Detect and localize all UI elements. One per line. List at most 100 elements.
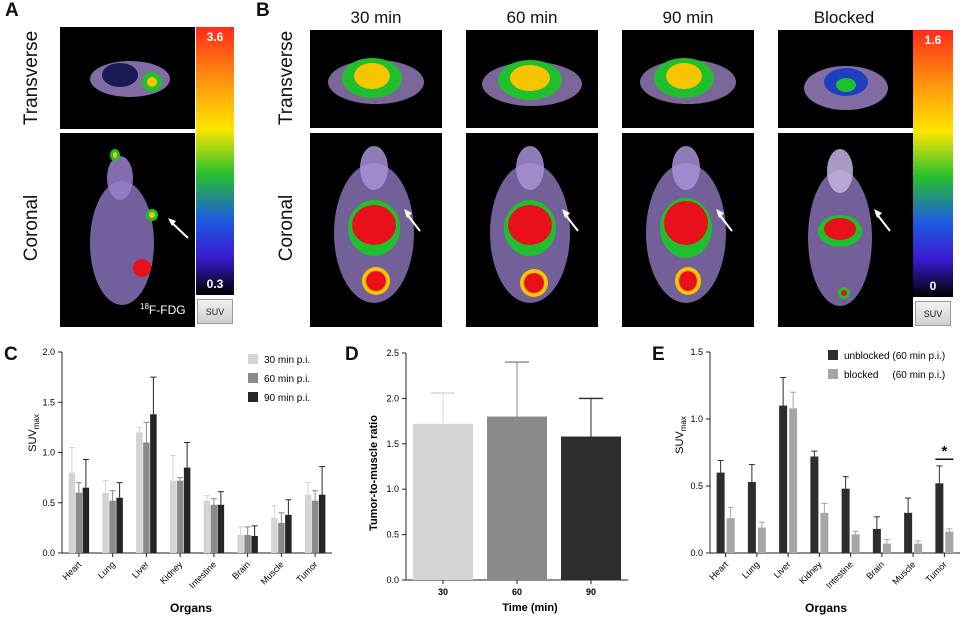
chart-c-bar xyxy=(210,504,218,553)
chart-c-ytick-label: 0.5 xyxy=(42,498,55,508)
scale-max: 1.6 xyxy=(924,33,942,47)
chart-e-bar xyxy=(820,512,829,553)
chart-c-bar xyxy=(285,514,292,553)
chart-e-category-label: Liver xyxy=(772,559,793,580)
chart-e-bar xyxy=(872,528,881,553)
chart-e-xlabel: Organs xyxy=(805,601,847,615)
transverse-30-image xyxy=(310,30,442,128)
transverse-90-image xyxy=(622,30,754,128)
chart-e-category-label: Brain xyxy=(864,559,886,581)
chart-c-bar xyxy=(143,442,150,553)
chart-d-ytick-label: 0.0 xyxy=(386,575,399,585)
chart-c-bar xyxy=(169,480,177,553)
coronal-60-graphic xyxy=(490,146,579,303)
fdg-coronal-graphic xyxy=(90,149,189,305)
coronal-blocked-graphic xyxy=(808,149,891,306)
chart-d-ylabel: Tumor-to-muscle ratio xyxy=(368,415,380,531)
chart-c-bar xyxy=(203,500,211,553)
chart-c-category-label: Brain xyxy=(230,559,252,581)
fdg-coronal-image xyxy=(60,133,195,327)
chart-e-bars: Heart Lung Liver Kidney Intestine Brain Muscle… xyxy=(707,376,954,590)
suv-button-a[interactable]: SUV xyxy=(197,299,233,324)
chart-e-legend: unblocked (60 min p.i.) blocked (60 min p… xyxy=(828,350,945,381)
chart-c-bar xyxy=(75,492,83,553)
chart-c-bar xyxy=(109,500,116,553)
chart-e-category-label: Kidney xyxy=(797,559,824,586)
chart-e-bar xyxy=(810,456,819,553)
chart-c-legend-swatch xyxy=(248,392,258,402)
panel-label-b: B xyxy=(256,0,270,21)
chart-e-bar xyxy=(757,527,766,553)
panel-label-a: A xyxy=(5,0,19,21)
suv-button-b[interactable]: SUV xyxy=(915,301,951,326)
chart-c-category-label: Lung xyxy=(96,559,117,580)
panel-label-d: D xyxy=(345,344,359,365)
chart-e-significance-star: * xyxy=(941,443,947,460)
chart-e-category-label: Tumor xyxy=(924,559,949,584)
chart-c-bar xyxy=(278,522,285,553)
chart-c-xlabel: Organs xyxy=(170,601,212,615)
scale-colorbar: 1.6 0 xyxy=(913,30,953,297)
chart-c-ytick-label: 1.0 xyxy=(42,448,55,458)
chart-c-ylabel-main: SUV xyxy=(27,429,39,452)
view-label-coronal-b: Coronal xyxy=(276,194,297,262)
chart-c-suvmax-time: 0.0 0.5 1.0 1.5 2.0 Heart Lung Liver Kidney Inte… xyxy=(27,347,332,615)
chart-e-category-label: Heart xyxy=(707,559,730,582)
chart-c-ylabel-sub: max xyxy=(32,414,41,429)
chart-e-bar xyxy=(945,531,954,553)
chart-c-category-label: Tumor xyxy=(294,559,319,584)
chart-d-ratio: 0.0 0.5 1.0 1.5 2.0 2.5 30 60 90 Tumor-to-muscl… xyxy=(368,348,628,614)
chart-c-category-label: Intestine xyxy=(187,559,218,590)
chart-d-bar xyxy=(487,416,547,580)
chart-e-bar xyxy=(726,518,735,553)
coronal-90-image xyxy=(622,133,754,327)
transverse-blocked-image xyxy=(778,30,913,128)
chart-c-bar xyxy=(244,534,251,553)
chart-d-category-label: 30 xyxy=(438,587,448,597)
chart-e-ytick-label: 1.0 xyxy=(690,414,703,424)
chart-c-bar xyxy=(68,472,76,553)
chart-e-ytick-label: 0.0 xyxy=(690,548,703,558)
chart-d-bar xyxy=(561,436,621,580)
chart-c-ytick-label: 0.0 xyxy=(42,548,55,558)
coronal-blocked-image xyxy=(778,133,913,327)
chart-c-ytick-label: 2.0 xyxy=(42,347,55,357)
coronal-30-graphic xyxy=(334,146,421,303)
chart-c-category-label: Kidney xyxy=(158,559,185,586)
chart-e-category-label: Lung xyxy=(740,559,761,580)
chart-d-ytick-label: 2.0 xyxy=(386,393,399,403)
chart-e-bar xyxy=(789,408,798,553)
transverse-90-graphic xyxy=(640,58,736,104)
chart-e-category-label: Intestine xyxy=(824,559,855,590)
view-label-transverse-a: Transverse xyxy=(21,30,42,126)
chart-c-bars: Heart Lung Liver Kidney Intestine Brain Muscle… xyxy=(61,376,326,590)
transverse-30-graphic xyxy=(328,58,424,104)
chart-c-bar xyxy=(251,535,258,553)
scale-min: 0 xyxy=(929,279,937,293)
coronal-30-image xyxy=(310,133,442,327)
chart-e-bar xyxy=(904,512,913,553)
chart-c-bar xyxy=(271,517,278,553)
chart-c-legend-label: 30 min p.i. xyxy=(264,355,310,366)
chart-e-ylabel-main: SUV xyxy=(674,431,686,454)
chart-c-legend-swatch xyxy=(248,373,258,383)
transverse-60-image xyxy=(466,30,598,128)
chart-d-xlabel: Time (min) xyxy=(502,602,558,614)
chart-e-bar xyxy=(716,472,725,553)
chart-e-bar xyxy=(841,488,850,553)
fdg-transverse-image xyxy=(60,27,195,129)
chart-c-legend-swatch xyxy=(248,354,258,364)
chart-d-ytick-label: 0.5 xyxy=(386,530,399,540)
chart-c-category-label: Liver xyxy=(130,559,151,580)
transverse-60-graphic xyxy=(482,60,582,106)
time-label-30: 30 min xyxy=(350,8,402,27)
chart-c-bar xyxy=(116,497,123,553)
chart-c-ylabel: SUVmax xyxy=(27,414,41,452)
chart-d-category-label: 90 xyxy=(586,587,596,597)
chart-c-bar xyxy=(183,467,191,553)
chart-e-legend-label: blocked (60 min p.i.) xyxy=(844,370,945,381)
chart-c-bar xyxy=(150,414,157,553)
chart-e-ylabel: SUVmax xyxy=(674,416,688,454)
chart-e-bar xyxy=(882,543,891,553)
chart-d-ytick-label: 1.5 xyxy=(386,439,399,449)
